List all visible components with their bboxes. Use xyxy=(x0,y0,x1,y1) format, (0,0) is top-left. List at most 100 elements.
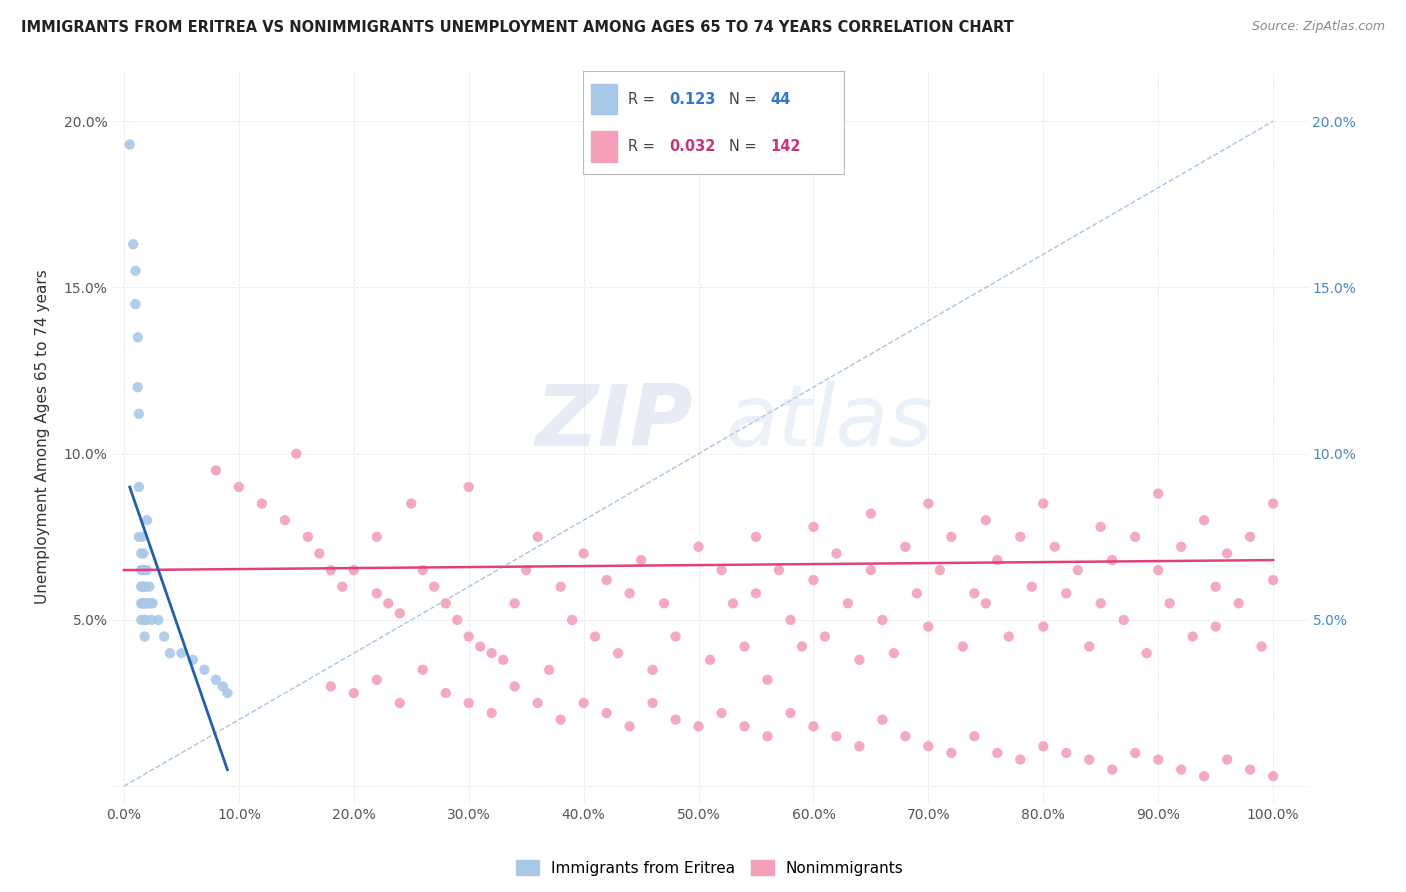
Point xyxy=(595,573,617,587)
Point xyxy=(1205,619,1227,633)
Point xyxy=(803,520,825,534)
Point xyxy=(825,729,848,743)
Point xyxy=(412,563,434,577)
Point xyxy=(1205,580,1227,594)
Point xyxy=(129,563,152,577)
Point xyxy=(583,630,606,644)
Point xyxy=(274,513,297,527)
Point xyxy=(872,613,894,627)
Text: 0.032: 0.032 xyxy=(669,139,716,153)
Point xyxy=(550,713,572,727)
Y-axis label: Unemployment Among Ages 65 to 74 years: Unemployment Among Ages 65 to 74 years xyxy=(35,269,49,605)
Point xyxy=(366,673,388,687)
Point xyxy=(607,646,630,660)
Point xyxy=(734,719,756,733)
Point xyxy=(503,680,526,694)
Point xyxy=(1101,553,1123,567)
Point xyxy=(848,653,870,667)
Text: 142: 142 xyxy=(770,139,801,153)
Point xyxy=(131,580,153,594)
Point xyxy=(129,546,152,560)
Point xyxy=(986,746,1008,760)
Point xyxy=(285,447,308,461)
Point xyxy=(745,530,768,544)
Point xyxy=(128,530,150,544)
Point xyxy=(1090,596,1112,610)
Point xyxy=(457,480,479,494)
Point xyxy=(446,613,468,627)
Point xyxy=(1170,540,1192,554)
Point xyxy=(1067,563,1090,577)
Point xyxy=(124,297,146,311)
Point xyxy=(118,137,141,152)
Point xyxy=(377,596,399,610)
Point xyxy=(1216,753,1239,767)
Point xyxy=(401,497,423,511)
Point xyxy=(128,480,150,494)
Point xyxy=(710,706,733,720)
Point xyxy=(131,563,153,577)
Point xyxy=(330,580,353,594)
Point xyxy=(131,530,153,544)
Point xyxy=(619,586,641,600)
Point xyxy=(664,713,686,727)
Point xyxy=(132,580,155,594)
Point xyxy=(250,497,273,511)
Point xyxy=(1192,769,1215,783)
Point xyxy=(1192,513,1215,527)
Point xyxy=(122,237,145,252)
Text: R =: R = xyxy=(627,92,659,106)
Point xyxy=(153,630,176,644)
Point xyxy=(128,407,150,421)
Point xyxy=(1010,530,1032,544)
Point xyxy=(779,613,801,627)
Point xyxy=(136,563,159,577)
Point xyxy=(134,563,156,577)
Point xyxy=(814,630,837,644)
Point xyxy=(228,480,250,494)
Point xyxy=(1101,763,1123,777)
Point xyxy=(388,607,411,621)
Text: N =: N = xyxy=(730,139,762,153)
Point xyxy=(205,463,228,477)
Point xyxy=(619,719,641,733)
Text: Source: ZipAtlas.com: Source: ZipAtlas.com xyxy=(1251,20,1385,33)
Point xyxy=(1159,596,1181,610)
Point xyxy=(1250,640,1272,654)
Point xyxy=(134,630,156,644)
Point xyxy=(1216,546,1239,560)
Point xyxy=(905,586,928,600)
Point xyxy=(492,653,515,667)
Point xyxy=(134,613,156,627)
Point xyxy=(1123,746,1146,760)
Point xyxy=(825,546,848,560)
Point xyxy=(136,596,159,610)
Point xyxy=(859,507,882,521)
Point xyxy=(941,746,963,760)
Point xyxy=(688,540,710,554)
Point xyxy=(470,640,492,654)
Text: IMMIGRANTS FROM ERITREA VS NONIMMIGRANTS UNEMPLOYMENT AMONG AGES 65 TO 74 YEARS : IMMIGRANTS FROM ERITREA VS NONIMMIGRANTS… xyxy=(21,20,1014,35)
Text: N =: N = xyxy=(730,92,762,106)
Point xyxy=(434,686,457,700)
Point xyxy=(1147,486,1170,500)
Point xyxy=(756,673,779,687)
Point xyxy=(1181,630,1204,644)
Point xyxy=(1078,753,1101,767)
Point xyxy=(135,613,157,627)
Point xyxy=(630,553,652,567)
Point xyxy=(1090,520,1112,534)
Point xyxy=(1261,769,1284,783)
Point xyxy=(848,739,870,754)
Point xyxy=(1078,640,1101,654)
Point xyxy=(986,553,1008,567)
Point xyxy=(1010,753,1032,767)
Bar xyxy=(592,84,617,114)
Point xyxy=(1032,497,1054,511)
Point xyxy=(803,573,825,587)
Point xyxy=(412,663,434,677)
Point xyxy=(1032,739,1054,754)
Point xyxy=(756,729,779,743)
Point xyxy=(366,586,388,600)
Point xyxy=(1147,563,1170,577)
